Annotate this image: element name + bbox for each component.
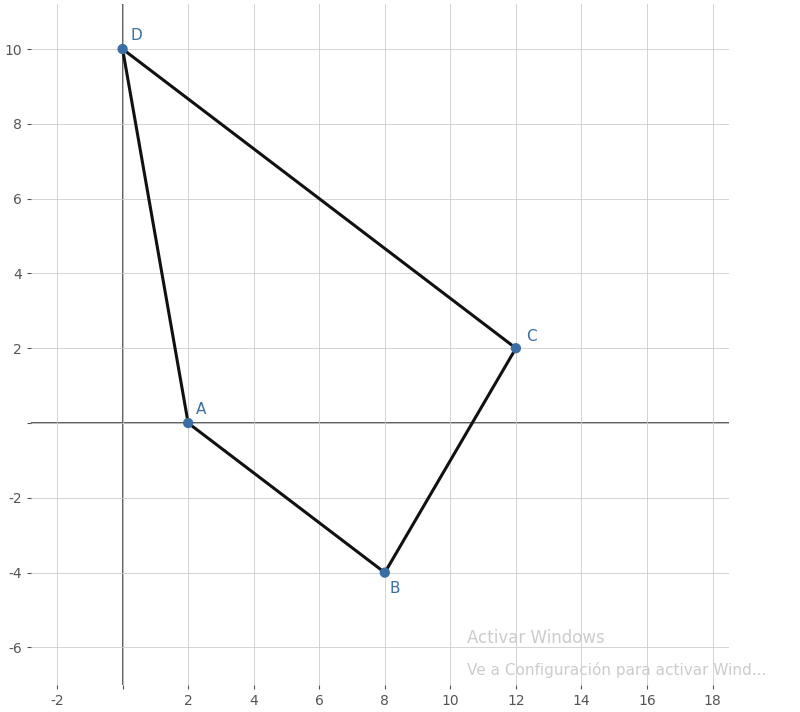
Point — [378, 567, 391, 578]
Text: D: D — [130, 28, 142, 43]
Point — [116, 43, 129, 55]
Text: A: A — [196, 402, 206, 417]
Point — [510, 342, 522, 354]
Text: C: C — [526, 329, 536, 344]
Point — [182, 417, 194, 429]
Text: Ve a Configuración para activar Wind...: Ve a Configuración para activar Wind... — [467, 662, 766, 678]
Text: Activar Windows: Activar Windows — [467, 629, 605, 647]
Text: B: B — [390, 581, 400, 596]
